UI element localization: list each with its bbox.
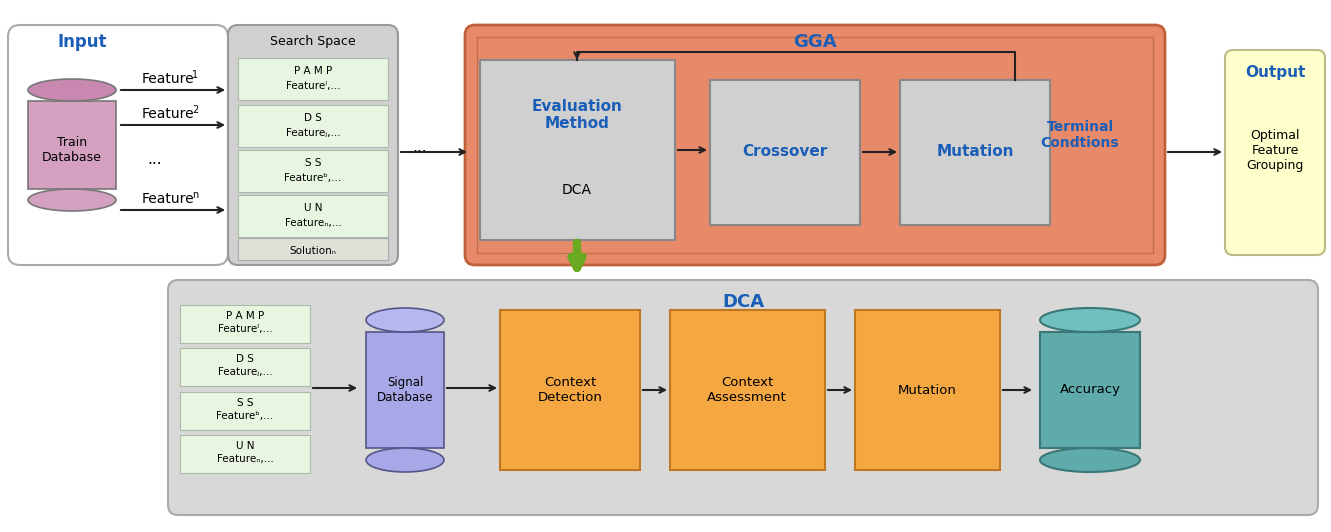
Text: GGA: GGA <box>793 33 837 51</box>
Bar <box>238 238 389 260</box>
Text: Featureₙ,...: Featureₙ,... <box>217 454 273 464</box>
Bar <box>500 310 640 470</box>
Text: Train
Database: Train Database <box>43 136 102 164</box>
Text: Featureᵇ,...: Featureᵇ,... <box>217 411 274 421</box>
Text: P A M P: P A M P <box>294 66 333 76</box>
FancyBboxPatch shape <box>1225 50 1324 255</box>
Text: U N: U N <box>303 203 322 213</box>
Text: Context
Assessment: Context Assessment <box>707 376 787 404</box>
Bar <box>238 150 389 192</box>
Text: n: n <box>192 190 198 200</box>
Text: P A M P: P A M P <box>226 311 264 321</box>
Text: DCA: DCA <box>721 293 764 311</box>
Bar <box>238 195 389 237</box>
Bar <box>366 332 445 448</box>
Bar <box>480 60 675 240</box>
Bar <box>238 105 389 147</box>
Ellipse shape <box>1040 448 1139 472</box>
Text: ...: ... <box>413 140 427 155</box>
Text: Solutionₙ: Solutionₙ <box>290 246 337 256</box>
Text: S S: S S <box>237 398 253 408</box>
Text: 2: 2 <box>192 105 198 115</box>
Text: Search Space: Search Space <box>270 36 355 48</box>
Ellipse shape <box>28 189 116 211</box>
Text: D S: D S <box>236 354 254 364</box>
Bar <box>669 310 825 470</box>
Bar <box>180 305 310 343</box>
Text: Featureₙ,...: Featureₙ,... <box>285 218 342 228</box>
FancyBboxPatch shape <box>168 280 1318 515</box>
Text: ...: ... <box>148 152 162 167</box>
FancyBboxPatch shape <box>465 25 1165 265</box>
Text: S S: S S <box>305 158 321 168</box>
Text: Featureᵇ,...: Featureᵇ,... <box>285 173 342 183</box>
Text: 1: 1 <box>192 70 198 80</box>
Bar <box>180 348 310 386</box>
Bar <box>476 37 1153 253</box>
Text: Input: Input <box>57 33 106 51</box>
Text: Evaluation
Method: Evaluation Method <box>531 99 623 131</box>
Text: Crossover: Crossover <box>743 145 828 160</box>
Ellipse shape <box>366 308 445 332</box>
Text: Signal
Database: Signal Database <box>377 376 434 404</box>
Bar <box>855 310 1000 470</box>
Text: Mutation: Mutation <box>897 384 957 396</box>
Text: Featureᴵ,...: Featureᴵ,... <box>286 81 341 91</box>
Text: Context
Detection: Context Detection <box>538 376 603 404</box>
Text: Output: Output <box>1244 64 1306 79</box>
Text: Featureⱼ,...: Featureⱼ,... <box>218 367 273 377</box>
Text: Mutation: Mutation <box>936 145 1014 160</box>
Text: D S: D S <box>303 113 322 123</box>
Bar <box>709 80 860 225</box>
Bar <box>180 392 310 430</box>
Text: Featureᴵ,...: Featureᴵ,... <box>218 324 273 334</box>
Bar <box>238 58 389 100</box>
Text: Featureⱼ,...: Featureⱼ,... <box>286 128 341 138</box>
Ellipse shape <box>1040 308 1139 332</box>
Text: Feature: Feature <box>141 72 194 86</box>
Text: Feature: Feature <box>141 107 194 121</box>
Text: Feature: Feature <box>141 192 194 206</box>
Text: Optimal
Feature
Grouping: Optimal Feature Grouping <box>1246 129 1303 171</box>
Bar <box>900 80 1050 225</box>
Text: Terminal
Condtions: Terminal Condtions <box>1041 120 1119 150</box>
FancyBboxPatch shape <box>8 25 228 265</box>
Ellipse shape <box>28 79 116 101</box>
Text: DCA: DCA <box>562 183 592 197</box>
Text: Accuracy: Accuracy <box>1059 384 1121 396</box>
Bar <box>28 101 116 189</box>
FancyBboxPatch shape <box>228 25 398 265</box>
Text: U N: U N <box>236 441 254 451</box>
Ellipse shape <box>366 448 445 472</box>
Bar <box>1040 332 1139 448</box>
Bar <box>180 435 310 473</box>
